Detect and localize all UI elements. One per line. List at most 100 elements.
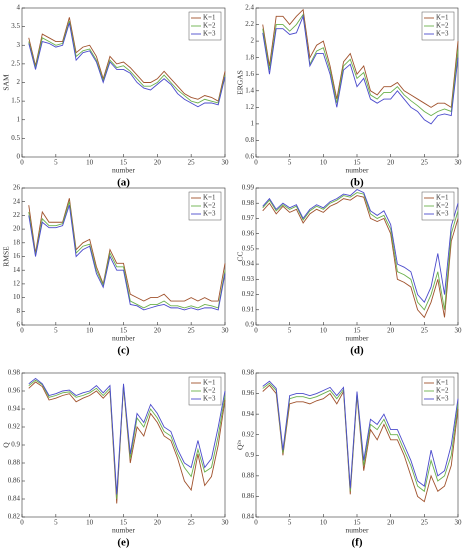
x-tick-label: 25: [188, 159, 196, 167]
subplot: 0 5 10 15 20 25 30 0.82 0.84 0.86 0.88 0.9 0.92 0.94 0…: [2, 369, 229, 549]
x-tick-label: 15: [120, 327, 128, 335]
y-tick-label: 0.96: [8, 387, 21, 395]
y-tick-label: 16: [13, 252, 21, 260]
y-tick-label: 0.84: [242, 513, 255, 521]
y-tick-label: 0.88: [8, 459, 21, 467]
x-axis-label: number: [346, 334, 369, 343]
y-tick-label: 0.95: [242, 244, 255, 252]
legend-label: K=3: [436, 30, 449, 38]
y-tick-label: 0.9: [11, 441, 20, 449]
y-tick-label: 20: [13, 225, 21, 233]
y-tick-label: 2.4: [245, 4, 254, 12]
x-tick-label: 30: [455, 159, 463, 167]
line-series: [262, 192, 459, 311]
legend-label: K=2: [436, 202, 449, 210]
line-series: [262, 380, 459, 489]
x-tick-label: 30: [222, 327, 230, 335]
legend-label: K=3: [203, 30, 216, 38]
legend-label: K=2: [203, 387, 216, 395]
line-series: [28, 201, 226, 309]
y-tick-label: 0.82: [8, 513, 21, 521]
legend-label: K=1: [436, 379, 449, 387]
line-series: [28, 22, 226, 108]
x-axis-label: number: [112, 334, 135, 343]
x-tick-label: 15: [354, 327, 362, 335]
y-tick-label: 0.93: [242, 275, 255, 283]
x-tick-label: 5: [54, 519, 58, 527]
y-tick-label: 3: [17, 41, 21, 49]
legend-label: K=2: [436, 387, 449, 395]
x-tick-label: 15: [120, 519, 128, 527]
legend-label: K=1: [203, 194, 216, 202]
x-tick-label: 5: [288, 519, 292, 527]
y-tick-label: 2: [251, 37, 255, 45]
y-tick-label: 0.86: [242, 492, 255, 500]
x-tick-label: 30: [222, 159, 230, 167]
y-axis-label: CC: [236, 251, 245, 261]
y-tick-label: 1: [251, 119, 255, 127]
y-tick-label: 2.5: [11, 59, 20, 67]
x-tick-label: 0: [20, 159, 24, 167]
subplot: 0 5 10 15 20 25 30 0.6 0.8 1 1.2 1.4 1.6 1.8 2 2.2 2.4 nu…: [236, 4, 462, 189]
y-tick-label: 0: [17, 153, 21, 161]
y-tick-label: 1.6: [245, 70, 254, 78]
line-series: [28, 20, 226, 104]
x-tick-label: 15: [120, 159, 128, 167]
x-tick-label: 5: [288, 159, 292, 167]
x-tick-label: 25: [421, 327, 429, 335]
y-tick-label: 0.92: [8, 423, 21, 431]
x-tick-label: 15: [354, 519, 362, 527]
x-tick-label: 0: [20, 519, 24, 527]
x-tick-label: 20: [154, 159, 162, 167]
y-tick-label: 12: [13, 280, 21, 288]
legend-label: K=3: [436, 210, 449, 218]
x-tick-label: 30: [455, 519, 463, 527]
legend-label: K=1: [203, 14, 216, 22]
caption: (f): [352, 537, 363, 549]
x-tick-label: 30: [455, 327, 463, 335]
x-tick-label: 0: [20, 327, 24, 335]
x-tick-label: 0: [254, 519, 258, 527]
x-tick-label: 25: [188, 327, 196, 335]
subplot: 0 5 10 15 20 25 30 0.9 0.91 0.92 0.93 0.94 0.95 0.96 0…: [236, 184, 462, 357]
y-tick-label: 1: [17, 115, 21, 123]
caption: (a): [117, 177, 130, 189]
x-tick-label: 0: [254, 327, 258, 335]
x-tick-label: 10: [320, 159, 328, 167]
y-tick-label: 0.98: [8, 369, 21, 377]
x-tick-label: 30: [222, 519, 230, 527]
y-tick-label: 0.6: [245, 153, 254, 161]
x-tick-label: 25: [188, 519, 196, 527]
x-tick-label: 5: [54, 327, 58, 335]
y-tick-label: 0.91: [242, 305, 255, 313]
caption: (e): [117, 537, 130, 549]
legend-label: K=3: [203, 395, 216, 403]
x-tick-label: 0: [254, 159, 258, 167]
y-tick-label: 2.2: [245, 20, 254, 28]
legend-label: K=2: [436, 22, 449, 30]
y-tick-label: 0.98: [242, 369, 255, 377]
x-tick-label: 10: [320, 519, 328, 527]
x-tick-label: 20: [154, 519, 162, 527]
legend-label: K=1: [203, 379, 216, 387]
y-tick-label: 0.92: [242, 430, 255, 438]
y-tick-label: 26: [13, 184, 21, 192]
x-axis-label: number: [346, 166, 369, 175]
y-axis-label: ERGAS: [236, 70, 245, 95]
x-tick-label: 10: [320, 327, 328, 335]
y-tick-label: 0.84: [8, 495, 21, 503]
legend-label: K=1: [436, 194, 449, 202]
y-tick-label: 2: [17, 78, 21, 86]
line-series: [262, 188, 459, 303]
y-tick-label: 24: [13, 197, 21, 205]
y-tick-label: 1.8: [245, 53, 254, 61]
y-tick-label: 4: [17, 4, 21, 12]
y-tick-label: 0.96: [242, 229, 255, 237]
y-tick-label: 0.96: [242, 389, 255, 397]
y-tick-label: 1.4: [245, 86, 254, 94]
subplot: 0 5 10 15 20 25 30 6 8 10 12 14 16 18 20 22 24 26 number RM…: [2, 184, 229, 357]
y-tick-label: 14: [13, 266, 21, 274]
y-tick-label: 0.9: [245, 321, 254, 329]
line-series: [262, 195, 459, 319]
x-tick-label: 5: [288, 327, 292, 335]
